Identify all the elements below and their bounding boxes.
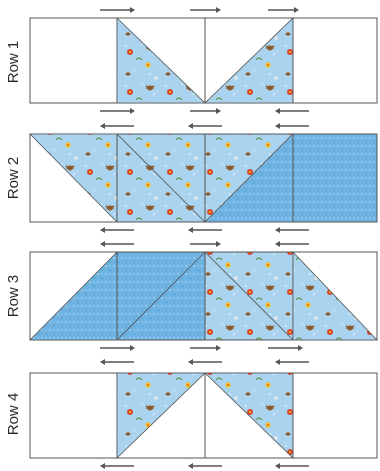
arrow-left (275, 227, 309, 233)
arrows-above-row-2 (100, 123, 309, 129)
row-label: Row 4 (5, 393, 22, 436)
arrow-left (275, 241, 309, 247)
seam-line (204, 251, 294, 341)
block-plain (29, 17, 118, 104)
floral-triangle (116, 17, 206, 104)
row-label: Row 1 (5, 41, 22, 84)
arrows-above-row-4 (100, 359, 309, 365)
floral-triangle (116, 372, 206, 459)
arrow-left (188, 123, 222, 129)
arrow-right (100, 108, 135, 114)
row-4: Row 4 (5, 359, 378, 469)
block-plain (292, 17, 378, 104)
arrows-below-row-4 (100, 463, 309, 469)
block-plain (292, 372, 378, 459)
arrow-right (190, 7, 221, 13)
arrow-right (268, 7, 299, 13)
block-plain (29, 372, 118, 459)
arrow-left (188, 359, 222, 365)
arrow-left (275, 463, 309, 469)
arrows-below-row-2 (100, 227, 309, 233)
arrow-left (100, 123, 134, 129)
arrow-right (268, 345, 303, 351)
arrow-left (100, 241, 134, 247)
arrow-right (190, 241, 221, 247)
arrow-left (100, 359, 134, 365)
arrows-below-row-3 (100, 345, 303, 351)
row-label: Row 2 (5, 157, 22, 200)
arrow-right (190, 345, 221, 351)
arrow-right (190, 108, 221, 114)
arrow-left (275, 359, 309, 365)
row-3: Row 3 (5, 241, 378, 351)
seam-line (116, 133, 206, 223)
arrows-above-row-3 (100, 241, 309, 247)
arrow-left (275, 108, 309, 114)
floral-triangle (292, 251, 378, 341)
arrow-left (275, 123, 309, 129)
arrow-left (188, 227, 222, 233)
arrows-below-row-1 (100, 108, 309, 114)
arrow-left (100, 463, 134, 469)
row-1: Row 1 (5, 7, 378, 114)
seam-line (116, 251, 206, 341)
arrow-right (100, 7, 135, 13)
arrows-above-row-1 (100, 7, 299, 13)
row-2: Row 2 (5, 123, 378, 233)
row-label: Row 3 (5, 275, 22, 318)
arrow-left (100, 227, 134, 233)
block-blue (292, 133, 378, 223)
arrow-left (188, 463, 222, 469)
arrow-right (100, 345, 135, 351)
